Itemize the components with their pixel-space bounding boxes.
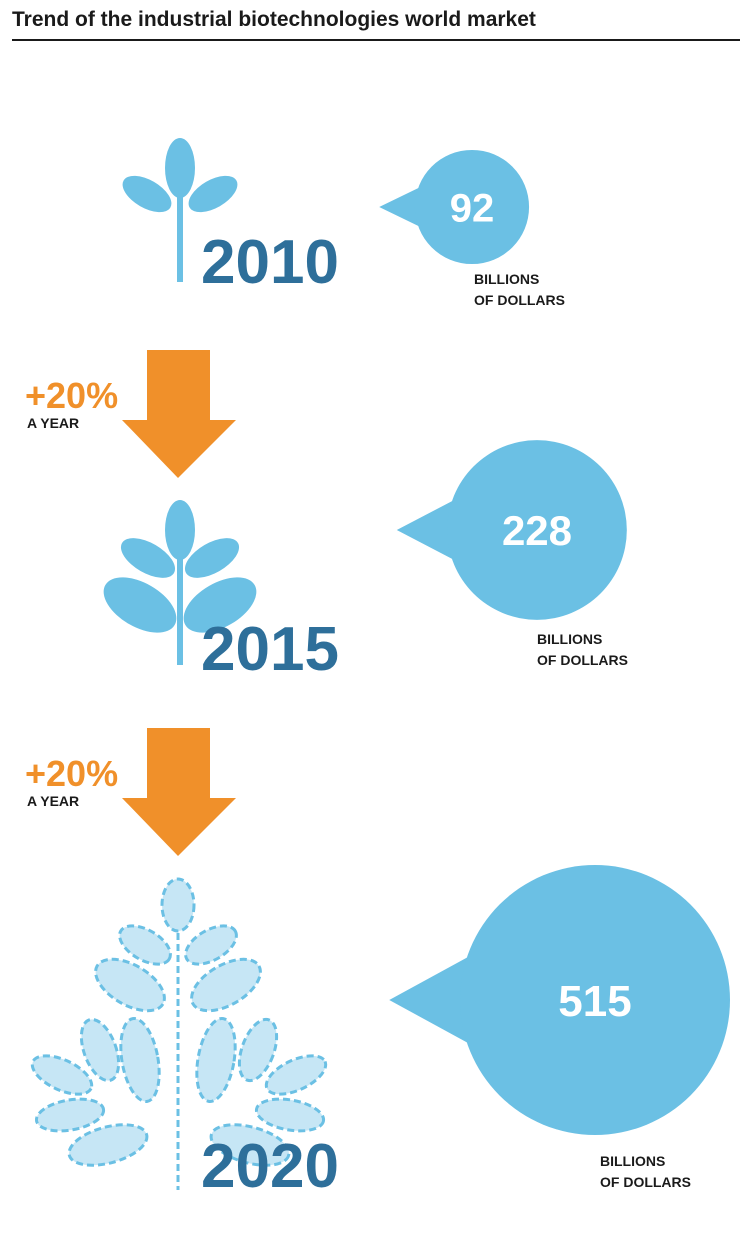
plant-small — [122, 138, 238, 282]
unit-label: OF DOLLARS — [537, 652, 628, 668]
growth-rate: +20% — [25, 375, 118, 416]
growth-arrow — [122, 350, 236, 478]
bubble — [414, 149, 530, 265]
growth-period: A YEAR — [27, 793, 79, 809]
year-label: 2020 — [201, 1132, 339, 1201]
value-label: 228 — [502, 507, 572, 554]
unit-label: BILLIONS — [600, 1153, 665, 1169]
unit-label: OF DOLLARS — [600, 1174, 691, 1190]
plant-medium — [103, 500, 257, 665]
plant-large — [30, 877, 328, 1190]
value-label: 515 — [558, 977, 631, 1026]
chart-title: Trend of the industrial biotechnologies … — [12, 8, 536, 31]
growth-arrow — [122, 728, 236, 856]
unit-label: OF DOLLARS — [474, 292, 565, 308]
growth-period: A YEAR — [27, 415, 79, 431]
growth-rate: +20% — [25, 753, 118, 794]
value-label: 92 — [450, 186, 495, 230]
year-label: 2010 — [201, 228, 339, 297]
unit-label: BILLIONS — [474, 271, 539, 287]
bubble — [460, 865, 730, 1135]
unit-label: BILLIONS — [537, 631, 602, 647]
year-label: 2015 — [201, 615, 339, 684]
bubble — [447, 440, 627, 620]
